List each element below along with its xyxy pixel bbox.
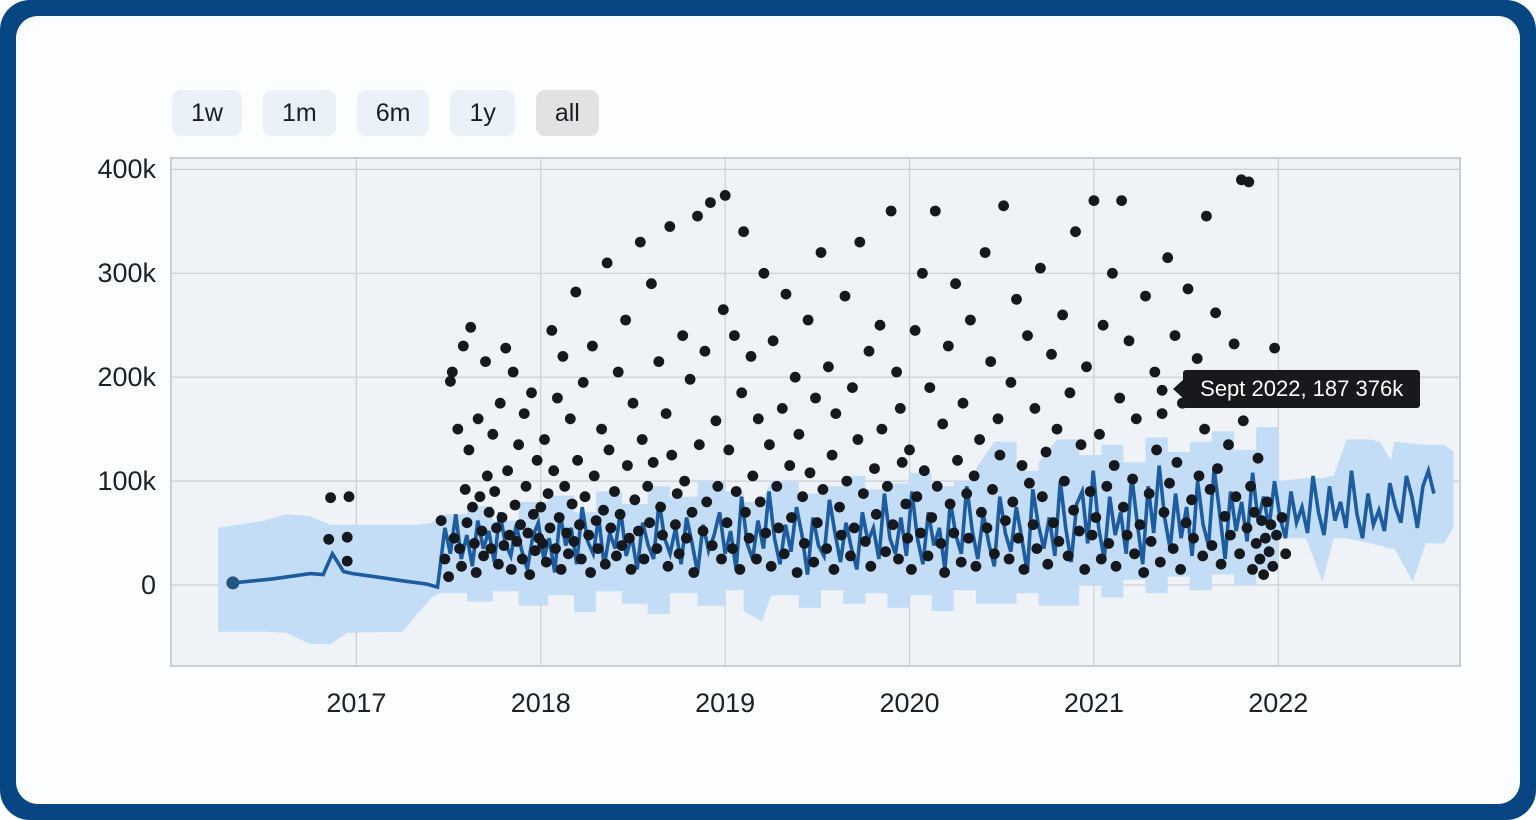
y-tick-label: 200k: [97, 362, 156, 393]
x-tick-label: 2019: [695, 688, 756, 718]
hover-tooltip: Sept 2022, 187 376k: [1183, 370, 1421, 409]
y-tick-label: 400k: [97, 154, 156, 185]
plot-area[interactable]: [170, 157, 1461, 667]
range-button-6m[interactable]: 6m: [356, 90, 430, 136]
y-tick-label: 100k: [97, 466, 156, 497]
chart-panel: 1w 1m 6m 1y all 0 100k 200k 300k 400k 2017 2018 20…: [16, 16, 1520, 804]
x-tick-label: 2021: [1063, 688, 1124, 718]
range-button-1w[interactable]: 1w: [172, 90, 242, 136]
y-tick-label: 300k: [97, 258, 156, 289]
x-tick-label: 2020: [879, 688, 940, 718]
scatter-points: [323, 174, 1292, 583]
chart-canvas[interactable]: [172, 159, 1459, 665]
range-button-all[interactable]: all: [535, 90, 599, 136]
y-tick-label: 0: [140, 569, 156, 600]
time-range-selector: 1w 1m 6m 1y all: [172, 90, 599, 136]
range-button-1y[interactable]: 1y: [450, 90, 515, 136]
range-button-1m[interactable]: 1m: [262, 90, 336, 136]
line-start-marker: [226, 576, 240, 590]
x-tick-label: 2017: [326, 688, 387, 718]
x-tick-label: 2022: [1248, 688, 1309, 718]
x-tick-label: 2018: [510, 688, 571, 718]
